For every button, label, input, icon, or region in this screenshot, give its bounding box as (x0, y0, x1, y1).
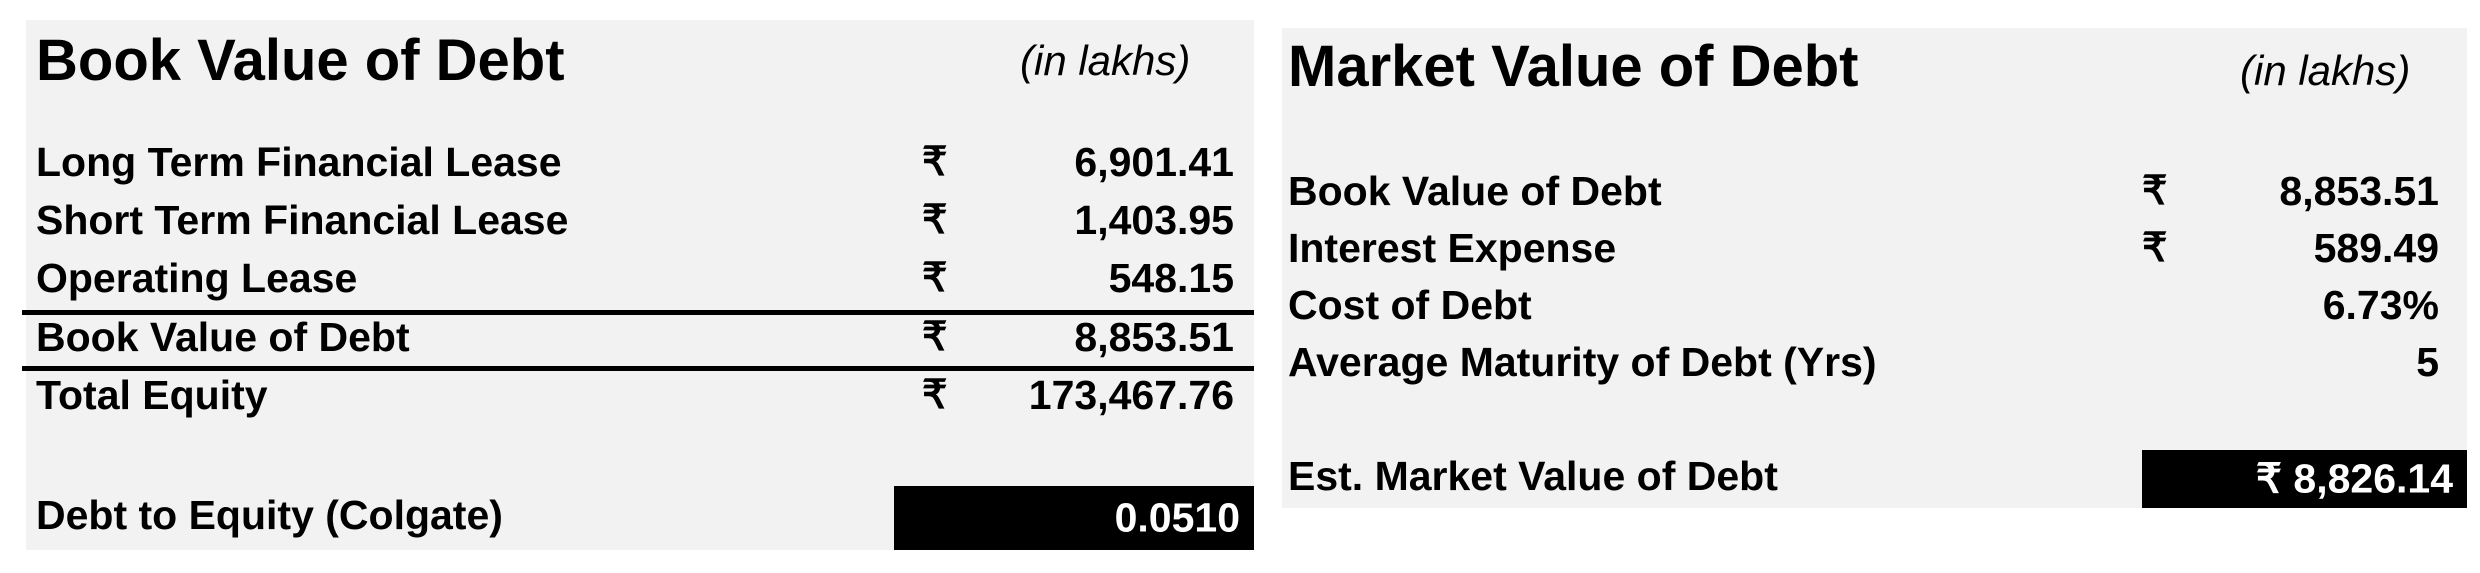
value-average-maturity: 5 (2416, 339, 2439, 385)
rupee-symbol: ₹ (922, 198, 948, 242)
rupee-symbol: ₹ (2142, 226, 2168, 270)
book-value-title: Book Value of Debt (36, 28, 565, 93)
value-long-term-lease: 6,901.41 (1074, 139, 1234, 185)
debt-to-equity-label: Debt to Equity (Colgate) (36, 492, 503, 538)
value-operating-lease: 548.15 (1108, 255, 1234, 301)
value-interest-expense: 589.49 (2313, 225, 2439, 271)
rupee-symbol: ₹ (922, 256, 948, 300)
row-label-long-term-lease: Long Term Financial Lease (36, 139, 562, 185)
est-market-value-value: ₹ 8,826.14 (2255, 455, 2453, 502)
market-value-unit: (in lakhs) (2240, 47, 2411, 94)
value-total-equity: 173,467.76 (1028, 372, 1234, 418)
rupee-symbol: ₹ (922, 373, 948, 417)
row-label-interest-expense: Interest Expense (1288, 225, 1617, 271)
total-rule-bottom (22, 366, 1254, 371)
rupee-symbol: ₹ (2142, 169, 2168, 213)
total-rule-top (22, 310, 1254, 315)
row-label-total-equity: Total Equity (36, 372, 268, 418)
market-value-panel: Market Value of Debt (in lakhs) Book Val… (1282, 28, 2467, 508)
row-label-operating-lease: Operating Lease (36, 255, 358, 301)
book-value-panel: Book Value of Debt (in lakhs) Long Term … (22, 20, 1254, 550)
row-label-cost-of-debt: Cost of Debt (1288, 282, 1532, 328)
value-book-value-debt: 8,853.51 (1074, 314, 1234, 360)
debt-to-equity-value: 0.0510 (1114, 494, 1240, 541)
debt-to-equity-result-box: 0.0510 (894, 486, 1254, 550)
row-label-book-value-debt: Book Value of Debt (36, 314, 410, 360)
row-label-book-value-debt: Book Value of Debt (1288, 168, 1662, 214)
rupee-symbol: ₹ (922, 140, 948, 184)
value-book-value-debt: 8,853.51 (2279, 168, 2439, 214)
value-short-term-lease: 1,403.95 (1074, 197, 1234, 243)
value-cost-of-debt: 6.73% (2322, 282, 2439, 328)
row-label-short-term-lease: Short Term Financial Lease (36, 197, 569, 243)
est-market-value-result-box: ₹ 8,826.14 (2142, 450, 2467, 508)
rupee-symbol: ₹ (922, 315, 948, 359)
row-label-average-maturity: Average Maturity of Debt (Yrs) (1288, 339, 1877, 385)
book-value-unit: (in lakhs) (1020, 37, 1191, 84)
market-value-title: Market Value of Debt (1288, 34, 1859, 99)
est-market-value-label: Est. Market Value of Debt (1288, 453, 1778, 499)
